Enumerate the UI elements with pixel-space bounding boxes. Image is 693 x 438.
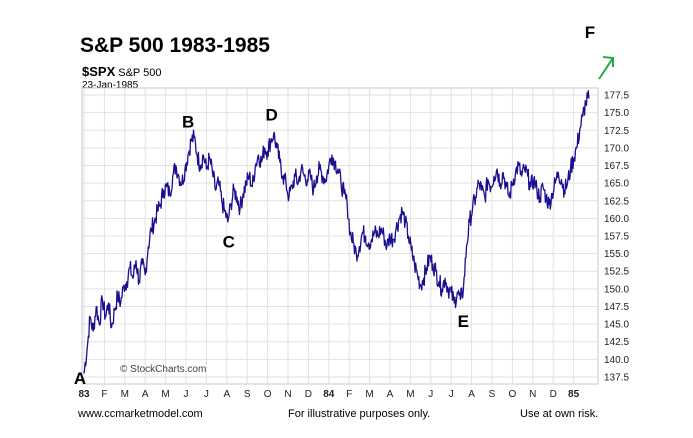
- x-tick-label: A: [468, 389, 475, 400]
- x-tick-label: S: [489, 389, 496, 400]
- y-tick-label: 165.0: [604, 179, 629, 190]
- x-tick-label: J: [184, 389, 189, 400]
- y-tick-label: 152.5: [604, 267, 629, 278]
- annotation-a: A: [74, 369, 86, 388]
- x-tick-label: 84: [323, 389, 335, 400]
- x-tick-label: J: [204, 389, 209, 400]
- x-tick-label: M: [365, 389, 373, 400]
- ticker-symbol: $SPX: [82, 64, 116, 79]
- x-tick-label: O: [509, 389, 517, 400]
- x-tick-label: J: [428, 389, 433, 400]
- annotations: A B C D E F: [74, 23, 595, 388]
- plot-frame: [81, 87, 599, 385]
- chart-title: S&P 500 1983-1985: [80, 34, 270, 57]
- y-tick-label: 145.0: [604, 320, 629, 331]
- price-series-line: [83, 90, 590, 374]
- y-tick-label: 155.0: [604, 249, 629, 260]
- annotation-e: E: [458, 312, 469, 331]
- x-tick-label: 83: [78, 389, 90, 400]
- footer-disclaimer: For illustrative purposes only.: [288, 408, 431, 420]
- footer-website: www.ccmarketmodel.com: [78, 408, 203, 420]
- symbol-line: $SPX S&P 500: [82, 64, 161, 79]
- x-tick-label: D: [550, 389, 557, 400]
- x-tick-label: A: [223, 389, 230, 400]
- y-tick-label: 172.5: [604, 126, 629, 137]
- x-tick-label: M: [161, 389, 169, 400]
- x-tick-label: N: [284, 389, 291, 400]
- ticker-name: S&P 500: [118, 67, 162, 79]
- x-axis: 83 F M A M J J A S O N D 84 F M A M J J A S O N D 85: [78, 389, 579, 400]
- chart-grid: [82, 88, 598, 384]
- x-tick-label: F: [101, 389, 107, 400]
- x-tick-label: A: [387, 389, 394, 400]
- y-tick-label: 137.5: [604, 372, 629, 383]
- x-tick-label: A: [142, 389, 149, 400]
- x-tick-label: F: [346, 389, 352, 400]
- annotation-b: B: [182, 112, 194, 131]
- x-tick-label: M: [121, 389, 129, 400]
- x-tick-label: S: [244, 389, 251, 400]
- watermark: © StockCharts.com: [120, 364, 206, 375]
- x-tick-label: J: [449, 389, 454, 400]
- arrow-icon: [598, 56, 614, 80]
- y-tick-label: 177.5: [604, 91, 629, 102]
- x-tick-label: N: [529, 389, 536, 400]
- annotation-f: F: [585, 23, 595, 42]
- y-axis: 137.5 140.0 142.5 145.0 147.5 150.0 152.5 155.0…: [604, 91, 629, 384]
- annotation-d: D: [266, 105, 278, 124]
- x-tick-label: M: [406, 389, 414, 400]
- y-tick-label: 150.0: [604, 284, 629, 295]
- chart-date: 23-Jan-1985: [82, 80, 139, 91]
- x-tick-label: 85: [568, 389, 580, 400]
- x-tick-label: D: [305, 389, 312, 400]
- y-tick-label: 175.0: [604, 108, 629, 119]
- y-tick-label: 147.5: [604, 302, 629, 313]
- y-tick-label: 157.5: [604, 232, 629, 243]
- y-tick-label: 160.0: [604, 214, 629, 225]
- y-tick-label: 142.5: [604, 337, 629, 348]
- footer-risk: Use at own risk.: [520, 408, 599, 420]
- y-tick-label: 167.5: [604, 161, 629, 172]
- y-tick-label: 140.0: [604, 355, 629, 366]
- y-tick-label: 170.0: [604, 143, 629, 154]
- x-tick-label: O: [264, 389, 272, 400]
- y-tick-label: 162.5: [604, 196, 629, 207]
- annotation-c: C: [223, 232, 235, 251]
